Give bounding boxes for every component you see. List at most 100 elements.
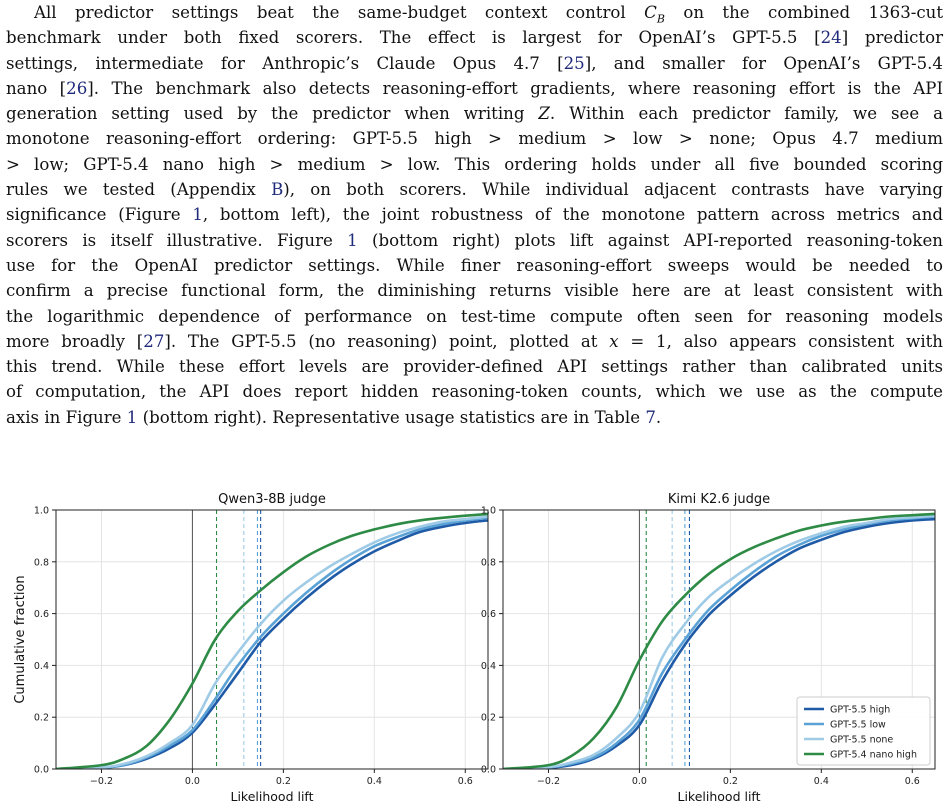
y-tick-label: 0.8 bbox=[34, 557, 49, 568]
text-line: significance (Figure 1, bottom left), th… bbox=[6, 202, 943, 227]
x-axis-label: Likelihood lift bbox=[677, 789, 760, 804]
text-line: use for the OpenAI predictor settings. W… bbox=[6, 253, 943, 278]
text-run: ]. The benchmark also detects reasoning-… bbox=[87, 78, 943, 98]
panel-title: Kimi K2.6 judge bbox=[668, 492, 770, 507]
math-symbol: Z bbox=[538, 104, 550, 124]
reference-link[interactable]: 24 bbox=[820, 28, 842, 48]
legend-label: GPT-5.5 low bbox=[830, 720, 886, 731]
math-symbol: B bbox=[656, 12, 665, 26]
text-run: settings, intermediate for Anthropic’s C… bbox=[6, 53, 564, 73]
x-tick-label: 0.2 bbox=[723, 776, 738, 787]
text-line: rules we tested (Appendix B), on both sc… bbox=[6, 177, 943, 202]
legend: GPT-5.5 high GPT-5.5 low GPT-5.5 none GPT-5… bbox=[796, 696, 931, 766]
text-line: All predictor settings beat the same-bud… bbox=[6, 0, 943, 25]
y-tick-label: 0.6 bbox=[481, 609, 496, 620]
y-tick-label: 0.2 bbox=[481, 713, 496, 724]
text-run: rules we tested (Appendix bbox=[6, 180, 272, 200]
reference-link[interactable]: 1 bbox=[192, 205, 203, 225]
axes-frame bbox=[502, 509, 936, 770]
x-tick-label: 0.2 bbox=[276, 776, 291, 787]
reference-link[interactable]: 7 bbox=[645, 407, 656, 427]
math-symbol: x bbox=[609, 331, 619, 351]
reference-link[interactable]: 26 bbox=[66, 78, 88, 98]
x-tick-label: 0.0 bbox=[632, 776, 647, 787]
text-run: (bottom right) plots lift against API-re… bbox=[357, 230, 943, 250]
text-run: (bottom right). Representative usage sta… bbox=[137, 407, 646, 427]
legend-label: GPT-5.4 nano high bbox=[830, 750, 917, 761]
reference-link[interactable]: 1 bbox=[347, 230, 358, 250]
legend-label: GPT-5.5 high bbox=[830, 705, 890, 716]
y-tick-label: 0.6 bbox=[34, 609, 49, 620]
reference-link[interactable]: 25 bbox=[563, 53, 585, 73]
math-symbol: C bbox=[644, 3, 657, 22]
text-run: this trend. While these effort levels ar… bbox=[6, 357, 943, 377]
legend-box bbox=[796, 696, 931, 766]
text-run: ], and smaller for OpenAI’s GPT-5.4 bbox=[584, 53, 943, 73]
axes-frame bbox=[55, 509, 489, 770]
series-line-gpt-5-5-low bbox=[56, 516, 488, 769]
text-line: benchmark under both fixed scorers. The … bbox=[6, 25, 943, 50]
text-run: All predictor settings beat the same-bud… bbox=[34, 3, 645, 22]
y-tick-label: 0.2 bbox=[34, 713, 49, 724]
reference-link[interactable]: 27 bbox=[143, 331, 165, 351]
x-tick-label: 0.4 bbox=[814, 776, 829, 787]
text-run: nano [ bbox=[6, 78, 67, 98]
reference-link[interactable]: B bbox=[271, 180, 284, 200]
x-axis-label: Likelihood lift bbox=[230, 789, 313, 804]
panel-kimi-k2-6: 0.0 0.2 0.4 0.6 0.8 1.0 −0.2 0.0 0.2 0.4 0.6 Kimi K… bbox=[481, 492, 936, 804]
text-run: confirm a precise functional form, the d… bbox=[6, 281, 943, 301]
panel-title: Qwen3-8B judge bbox=[218, 492, 326, 507]
text-run: ] predictor bbox=[841, 28, 944, 48]
x-tick-label: −0.2 bbox=[90, 776, 113, 787]
y-tick-label: 1.0 bbox=[481, 506, 496, 517]
series-line-gpt-5-5-none bbox=[503, 514, 935, 769]
text-run: significance (Figure bbox=[6, 205, 193, 225]
text-line: more broadly [27]. The GPT-5.5 (no reaso… bbox=[6, 329, 943, 354]
text-line: axis in Figure 1 (bottom right). Represe… bbox=[6, 405, 943, 430]
series-line-gpt-5-4-nano-high bbox=[56, 512, 488, 769]
text-run: generation setting used by the predictor… bbox=[6, 104, 539, 124]
text-line: the logarithmic dependence of performanc… bbox=[6, 304, 943, 329]
text-run: = 1, also appears consistent with bbox=[618, 331, 943, 351]
panel-qwen3-8b: 0.0 0.2 0.4 0.6 0.8 1.0 −0.2 0.0 0.2 0.4 0.6 Qwen3-… bbox=[13, 492, 489, 804]
x-tick-label: 0.0 bbox=[185, 776, 200, 787]
y-tick-label: 0.4 bbox=[34, 661, 49, 672]
text-run: , bottom left), the joint robustness of … bbox=[202, 205, 944, 225]
text-run: the logarithmic dependence of performanc… bbox=[6, 306, 943, 326]
text-run: axis in Figure bbox=[6, 407, 127, 427]
text-line: generation setting used by the predictor… bbox=[6, 101, 943, 126]
text-line: confirm a precise functional form, the d… bbox=[6, 278, 943, 303]
figure-cdf-likelihood-lift: 0.0 0.2 0.4 0.6 0.8 1.0 −0.2 0.0 0.2 0.4 0.6 Qwen3-… bbox=[13, 492, 936, 804]
x-tick-label: 0.4 bbox=[367, 776, 382, 787]
text-run: scorers is itself illustrative. Figure bbox=[6, 230, 348, 250]
y-axis-label: Cumulative fraction bbox=[13, 575, 28, 703]
y-tick-label: 0.4 bbox=[481, 661, 496, 672]
body-paragraph: All predictor settings beat the same-bud… bbox=[6, 0, 943, 430]
text-run: ]. The GPT-5.5 (no reasoning) point, plo… bbox=[164, 331, 610, 351]
text-run: > low; GPT-5.4 nano high > medium > low.… bbox=[6, 154, 943, 174]
legend-label: GPT-5.5 none bbox=[830, 735, 893, 746]
y-tick-label: 0.8 bbox=[481, 557, 496, 568]
reference-link[interactable]: 1 bbox=[126, 407, 138, 427]
text-run: monotone reasoning-effort ordering: GPT-… bbox=[6, 129, 943, 149]
text-line: of computation, the API does report hidd… bbox=[6, 379, 943, 404]
series-line-gpt-5-5-high bbox=[56, 519, 488, 769]
text-line: settings, intermediate for Anthropic’s C… bbox=[6, 51, 943, 76]
y-tick-label: 0.0 bbox=[481, 765, 496, 776]
text-line: monotone reasoning-effort ordering: GPT-… bbox=[6, 126, 943, 151]
x-tick-label: 0.6 bbox=[458, 776, 473, 787]
text-run: benchmark under both fixed scorers. The … bbox=[6, 28, 821, 48]
text-run: . bbox=[655, 407, 662, 427]
text-run: ), on both scorers. While individual adj… bbox=[283, 180, 943, 200]
y-tick-label: 0.0 bbox=[34, 765, 49, 776]
text-run: . Within each predictor family, we see a bbox=[549, 104, 943, 124]
text-run: more broadly [ bbox=[6, 331, 144, 351]
x-tick-label: 0.6 bbox=[905, 776, 920, 787]
y-tick-label: 1.0 bbox=[34, 506, 49, 517]
text-run: use for the OpenAI predictor settings. W… bbox=[6, 255, 943, 275]
text-run: on the combined 1363-cut bbox=[664, 3, 944, 22]
series-line-gpt-5-5-none bbox=[56, 515, 488, 769]
text-run: of computation, the API does report hidd… bbox=[6, 382, 943, 402]
text-line: > low; GPT-5.4 nano high > medium > low.… bbox=[6, 152, 943, 177]
text-line: this trend. While these effort levels ar… bbox=[6, 354, 943, 379]
